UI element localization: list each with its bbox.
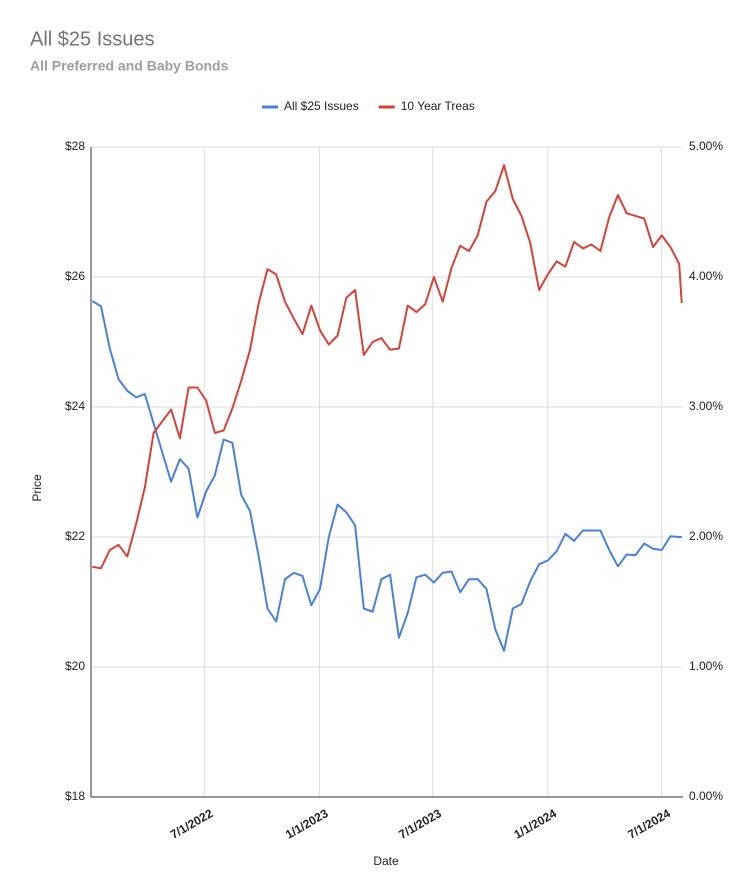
chart-title: All $25 Issues xyxy=(30,28,155,50)
x-tick-label: 7/1/2023 xyxy=(396,806,444,842)
y-tick-label: $20 xyxy=(65,659,85,673)
legend: All $25 Issues 10 Year Treas xyxy=(262,99,475,113)
y-tick-label: $28 xyxy=(65,139,85,153)
y-tick-label: $18 xyxy=(65,789,85,803)
y-axis-label: Price xyxy=(30,474,44,502)
y-tick-label: $26 xyxy=(65,269,85,283)
y2-tick-label: 0.00% xyxy=(689,789,723,803)
y2-tick-label: 1.00% xyxy=(689,659,723,673)
x-tick-label: 7/1/2022 xyxy=(168,806,216,842)
y2-tick-label: 2.00% xyxy=(689,529,723,543)
y-tick-label: $24 xyxy=(65,399,85,413)
y2-tick-label: 5.00% xyxy=(689,139,723,153)
legend-label: 10 Year Treas xyxy=(401,99,475,113)
y2-tick-label: 3.00% xyxy=(689,399,723,413)
chart-subtitle: All Preferred and Baby Bonds xyxy=(30,58,229,74)
y-tick-label: $22 xyxy=(65,529,85,543)
series-line xyxy=(91,300,682,652)
x-tick-label: 7/1/2024 xyxy=(625,806,673,842)
y2-tick-label: 4.00% xyxy=(689,269,723,283)
x-axis-label: Date xyxy=(373,854,399,868)
legend-label: All $25 Issues xyxy=(284,99,359,113)
x-tick-label: 1/1/2023 xyxy=(283,806,331,842)
x-tick-label: 1/1/2024 xyxy=(511,806,559,842)
series-line xyxy=(92,164,683,570)
